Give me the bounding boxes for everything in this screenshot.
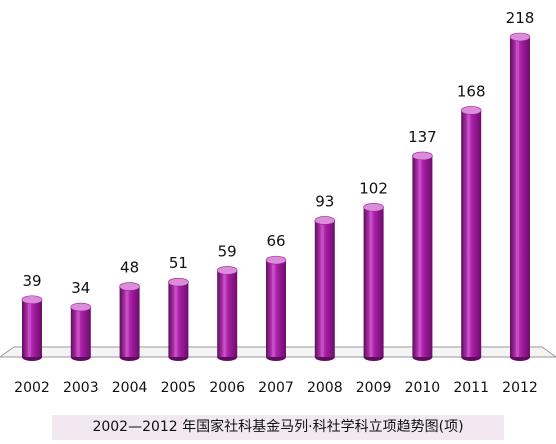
bar-top <box>70 302 92 312</box>
value-label-2003: 34 <box>71 279 90 297</box>
bar-2004 <box>119 282 140 361</box>
value-label-2011: 168 <box>457 82 486 100</box>
tick-label-2009: 2009 <box>356 380 392 396</box>
bar-2007 <box>265 255 287 361</box>
value-label-2008: 93 <box>315 192 334 210</box>
data-labels: 39 34 48 51 59 66 93 102 137 168 218 <box>22 9 534 297</box>
bar-2010 <box>412 151 433 361</box>
bar-highlight <box>28 299 31 357</box>
tick-label-2007: 2007 <box>258 380 294 396</box>
bar-top <box>168 277 189 287</box>
bar-2006 <box>216 266 238 361</box>
bar-2003 <box>70 302 92 361</box>
bar-highlight <box>174 282 178 357</box>
bar-highlight <box>418 155 422 357</box>
bar-top <box>509 32 531 42</box>
bar-highlight <box>125 286 129 357</box>
bar-top <box>314 216 336 225</box>
bar-top <box>265 255 287 265</box>
tick-label-2003: 2003 <box>63 380 99 396</box>
bar-body <box>22 299 42 357</box>
bar-series <box>21 32 531 361</box>
value-label-2010: 137 <box>408 128 437 146</box>
bar-body <box>119 286 140 357</box>
chart-title: 2002—2012 年国家社科基金马列·科社学科立项趋势图(项) <box>52 415 504 440</box>
bar-body <box>510 37 530 357</box>
bar-top <box>412 151 433 161</box>
bar-2009 <box>363 202 384 361</box>
tick-label-2004: 2004 <box>112 380 148 396</box>
bar-highlight <box>516 37 519 357</box>
bar-body <box>217 270 238 357</box>
bar-highlight <box>223 270 227 357</box>
bar-2011 <box>460 106 482 361</box>
bar-2012 <box>509 32 531 361</box>
bar-body <box>168 282 189 357</box>
bar-highlight <box>320 220 324 357</box>
bar-top <box>363 202 384 212</box>
bar-body <box>461 110 482 357</box>
bar-2002 <box>21 295 43 361</box>
value-label-2006: 59 <box>218 242 237 260</box>
bar-highlight <box>76 307 80 357</box>
tick-label-2005: 2005 <box>161 380 197 396</box>
bar-top <box>216 266 238 275</box>
x-axis-tick-labels: 2002 2003 2004 2005 2006 2007 2008 2009 2010 2011… <box>14 380 538 396</box>
bar-2008 <box>314 216 336 361</box>
bar-body <box>363 207 384 357</box>
bar-2005 <box>168 277 189 361</box>
tick-label-2010: 2010 <box>405 380 441 396</box>
bar-top <box>119 282 140 291</box>
value-label-2002: 39 <box>22 272 41 290</box>
value-label-2005: 51 <box>169 254 188 272</box>
value-label-2009: 102 <box>359 179 388 197</box>
tick-label-2011: 2011 <box>453 380 489 396</box>
bar-body <box>266 260 286 357</box>
bar-body <box>70 307 91 357</box>
value-label-2012: 218 <box>506 9 535 27</box>
tick-label-2002: 2002 <box>14 380 50 396</box>
bar-highlight <box>467 110 471 357</box>
tick-label-2008: 2008 <box>307 380 343 396</box>
bar-body <box>412 155 433 357</box>
tick-label-2006: 2006 <box>209 380 245 396</box>
value-label-2007: 66 <box>266 232 285 250</box>
bar-top <box>460 106 482 115</box>
tick-label-2012: 2012 <box>502 380 538 396</box>
bar-highlight <box>369 207 373 357</box>
bar-highlight <box>272 260 275 357</box>
value-label-2004: 48 <box>120 259 139 277</box>
bar-body <box>314 220 335 357</box>
bar-top <box>21 295 43 305</box>
